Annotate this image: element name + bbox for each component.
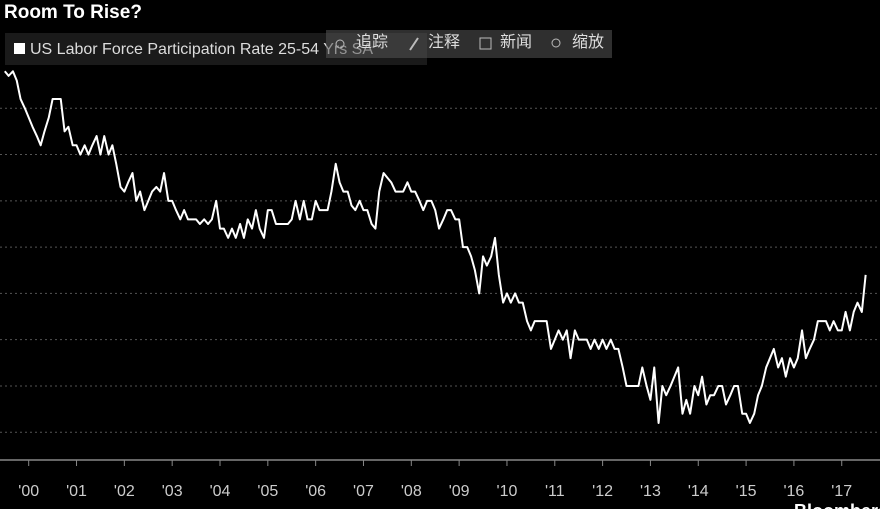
x-tick-label: '10: [497, 483, 518, 500]
x-tick-label: '13: [640, 483, 661, 500]
toolbar: 追踪 注释 新闻 缩放: [326, 30, 612, 58]
plot: [4, 70, 867, 424]
source: Bloomberg: [794, 501, 880, 509]
series-line: [4, 70, 867, 424]
x-tick-label: '04: [210, 483, 231, 500]
toolbar-bg: [326, 30, 612, 58]
toolbar-label[interactable]: 缩放: [572, 33, 604, 51]
x-tick-label: '14: [688, 483, 709, 500]
x-tick-label: '07: [353, 483, 374, 500]
toolbar-item[interactable]: 缩放: [551, 33, 604, 51]
x-tick-label: '11: [545, 483, 565, 500]
legend-label: US Labor Force Participation Rate 25-54 …: [30, 41, 373, 58]
toolbar-item[interactable]: 追踪: [335, 33, 388, 51]
x-tick-label: '12: [592, 483, 613, 500]
x-tick-label: '00: [18, 483, 39, 500]
x-tick-label: '06: [305, 483, 326, 500]
icon: [551, 38, 561, 48]
x-tick-label: '02: [114, 483, 135, 500]
legend-swatch: [14, 43, 25, 54]
toolbar-item[interactable]: 新闻: [479, 33, 532, 51]
icon: [335, 39, 345, 49]
x-tick-label: '08: [401, 483, 422, 500]
toolbar-label[interactable]: 注释: [428, 33, 460, 51]
icon: [409, 37, 419, 51]
toolbar-item[interactable]: 注释: [409, 33, 460, 51]
grid: [0, 107, 880, 433]
x-tick-label: '01: [66, 483, 87, 500]
x-axis: '00 '01 '02 '03 '04 '05 '06 '07 '08 '09 '10 '11 '12 '…: [18, 460, 852, 500]
x-tick-label: '16: [783, 483, 804, 500]
x-tick-label: '09: [449, 483, 470, 500]
icon: [479, 37, 492, 50]
x-tick-label: '03: [162, 483, 183, 500]
toolbar-label[interactable]: 新闻: [500, 33, 532, 51]
chart-title: Room To Rise?: [4, 2, 142, 23]
x-tick-label: '17: [831, 483, 852, 500]
x-tick-label: '05: [257, 483, 278, 500]
toolbar-label[interactable]: 追踪: [356, 33, 388, 51]
x-tick-label: '15: [736, 483, 757, 500]
